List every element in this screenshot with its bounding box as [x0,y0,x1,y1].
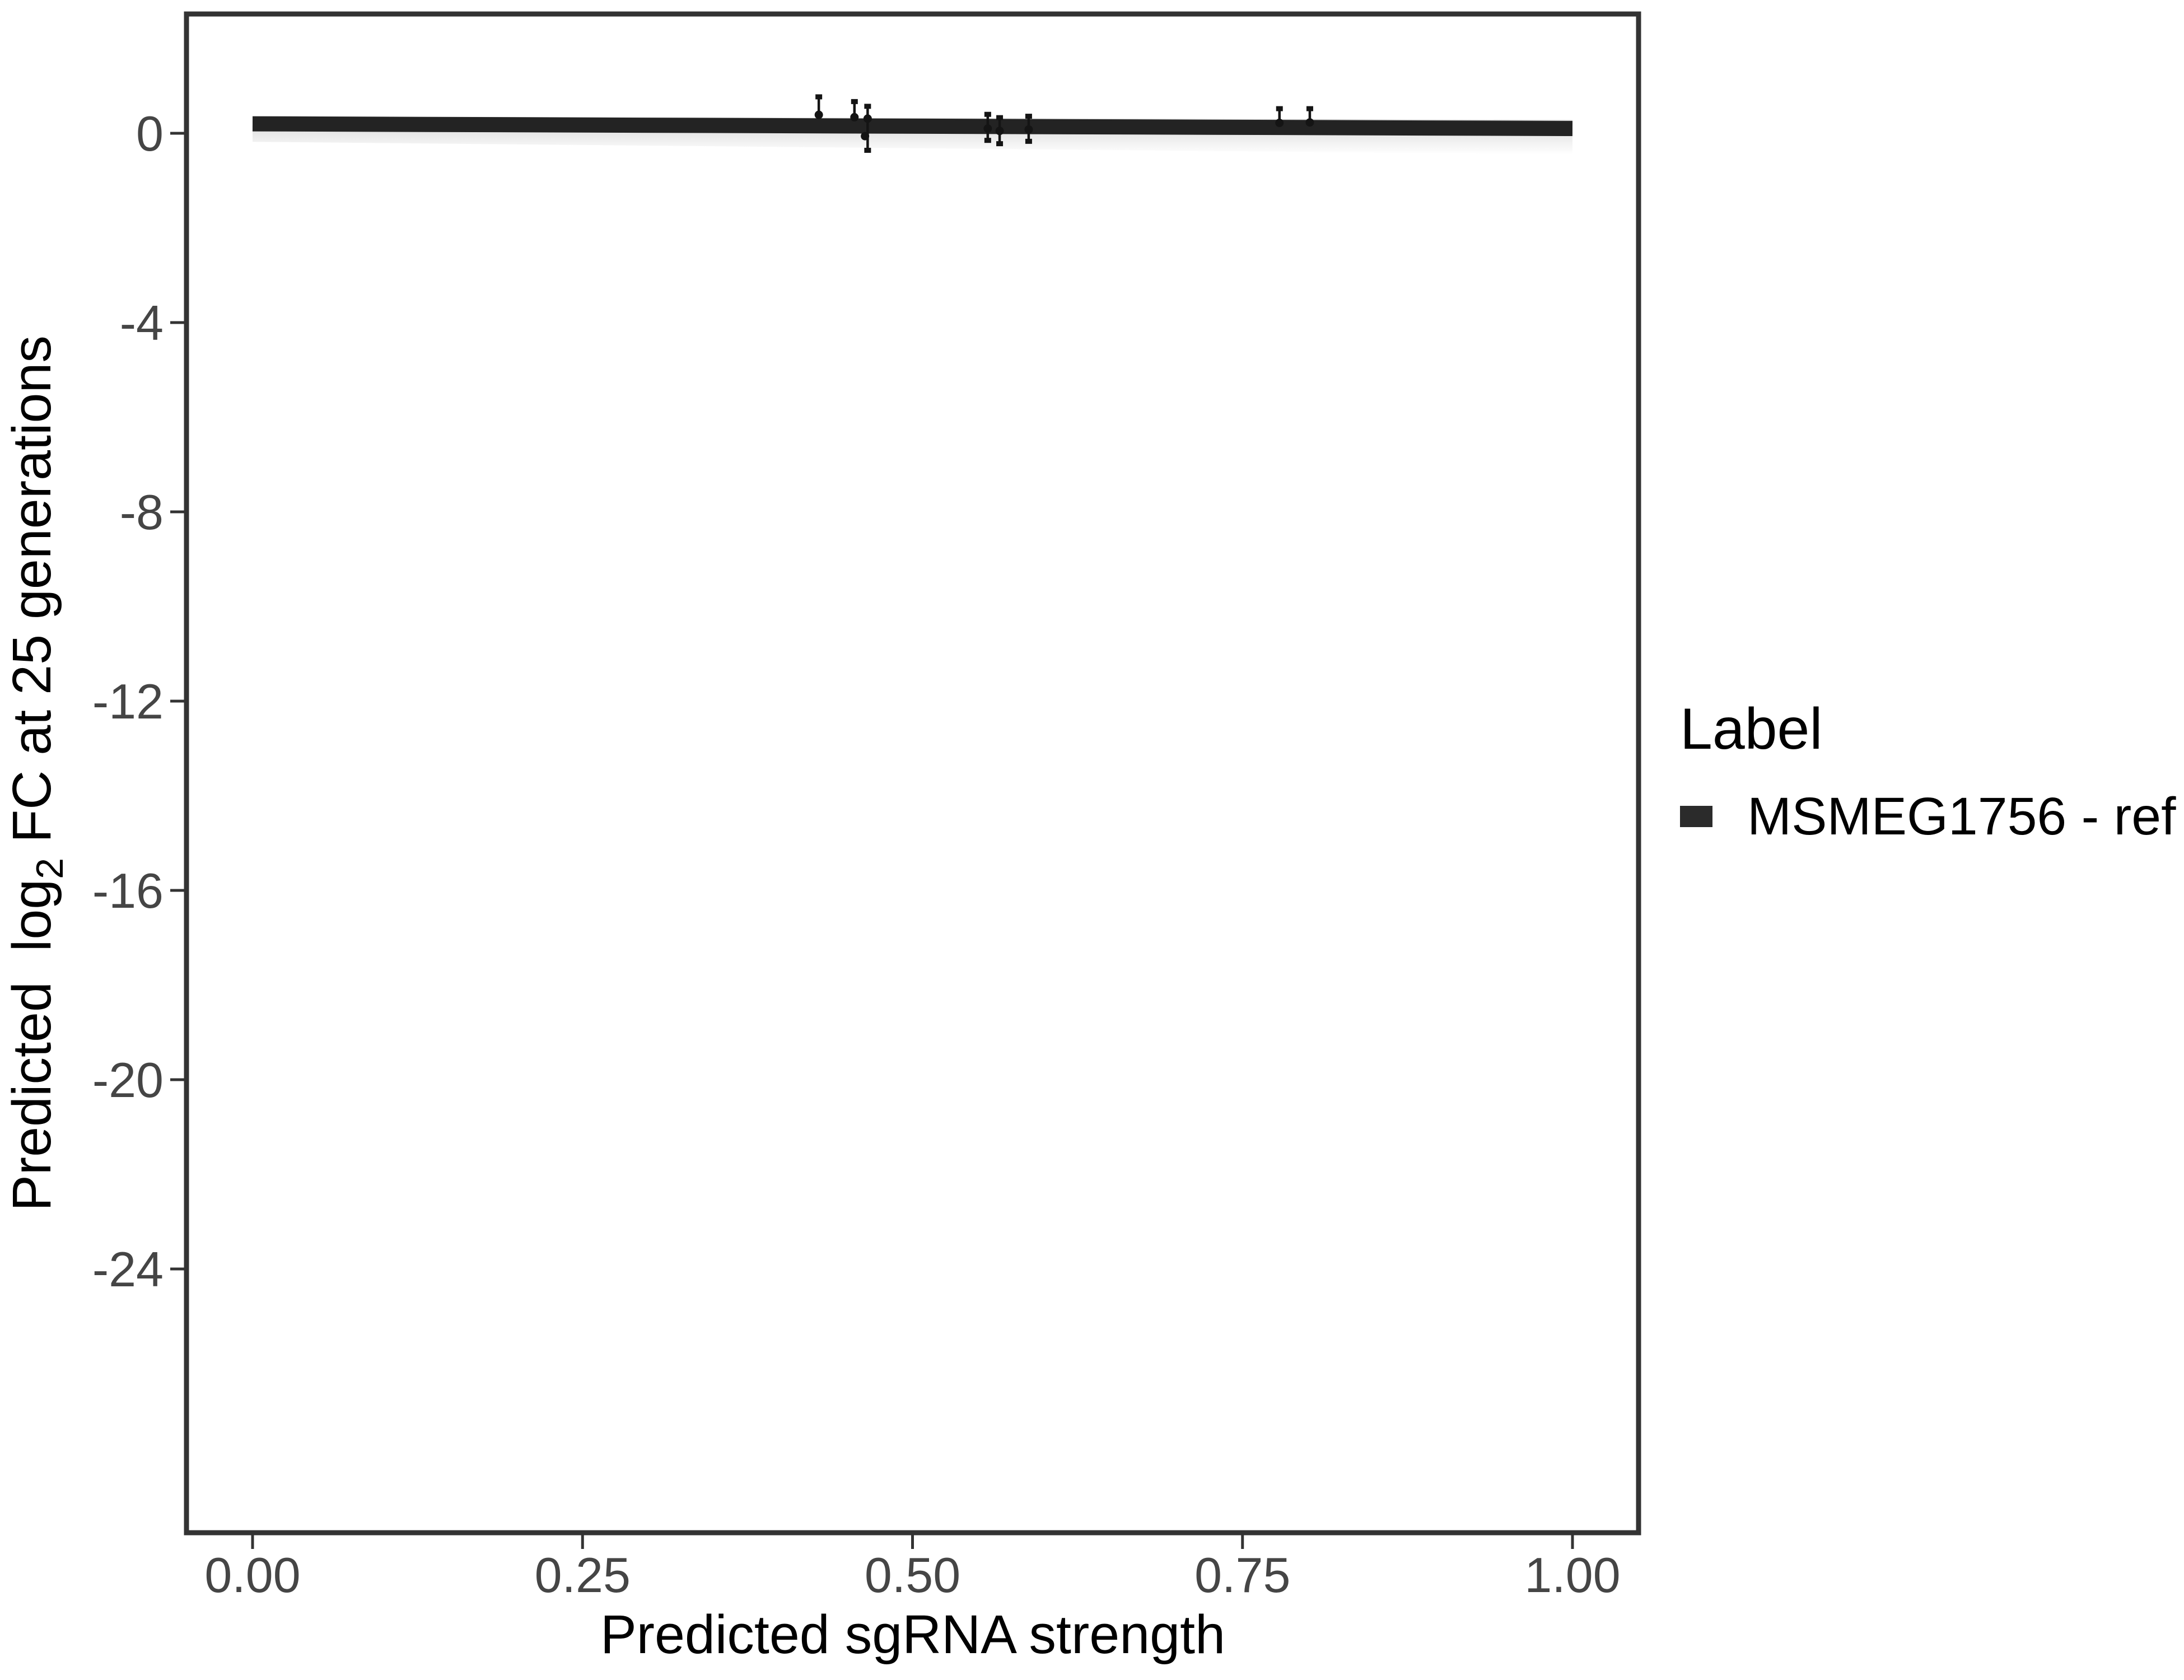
y-axis-title-subscript: 2 [29,858,71,879]
x-axis-title: Predicted sgRNA strength [600,1604,1225,1665]
y-tick-label: -24 [92,1242,164,1297]
legend-swatch-icon [1680,806,1712,827]
legend-title: Label [1680,697,1823,762]
pointrange [861,132,870,141]
x-tick-label: 0.50 [865,1547,960,1603]
point-dot [1024,125,1033,134]
point-dot [1305,118,1314,127]
point-dot [983,124,992,133]
pointrange [983,111,992,143]
x-tick-label: 0.25 [535,1547,631,1603]
plot-panel-border [184,11,1641,1536]
y-axis-title-pre: Predicted log [1,879,62,1211]
pointrange [863,104,872,153]
pointrange [850,99,859,122]
legend-item: MSMEG1756 - ref [1680,787,2176,846]
pointrange [814,94,823,119]
trend-line [252,116,1573,137]
trend-line-layer [252,116,1573,137]
point-dot [861,132,870,141]
point-dot [850,113,859,122]
y-tick-label: -8 [120,484,164,540]
y-axis-title: Predicted log2 FC at 25 generations [1,335,71,1211]
point-dot [863,114,872,123]
point-dot [814,110,823,119]
y-tick-label: 0 [136,106,164,161]
pointrange [995,115,1004,147]
y-tick-label: -12 [92,674,164,729]
legend-item-label: MSMEG1756 - ref [1747,787,2176,846]
point-dot [1275,118,1284,127]
pointrange-layer [814,94,1314,153]
y-tick-label: -16 [92,863,164,918]
x-tick-label: 0.00 [204,1547,300,1603]
pointrange [1275,106,1284,127]
x-tick-label: 1.00 [1524,1547,1620,1603]
x-axis-ticks: 0.00 0.25 0.50 0.75 1.00 [204,1535,1621,1603]
pointrange [1024,114,1033,144]
x-tick-label: 0.75 [1194,1547,1290,1603]
point-dot [995,127,1004,136]
y-tick-label: -20 [92,1052,164,1108]
y-axis-title-post: FC at 25 generations [1,335,62,858]
y-axis-ticks: 0 -4 -8 -12 -16 -20 -24 [92,106,184,1297]
pointrange [1305,106,1314,127]
y-tick-label: -4 [120,295,164,351]
